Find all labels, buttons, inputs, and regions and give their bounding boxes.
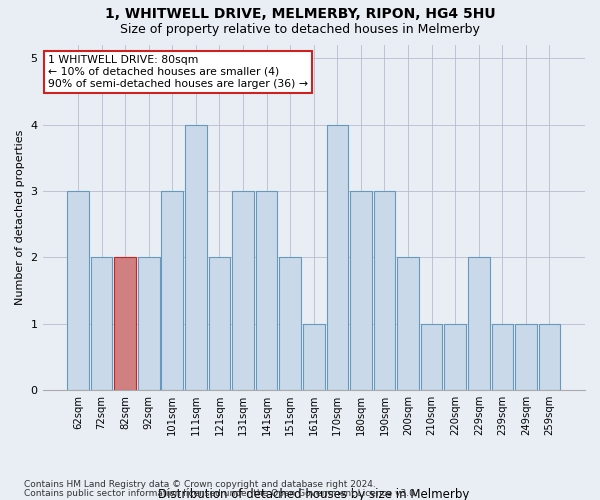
Bar: [91, 258, 112, 390]
Bar: [421, 324, 442, 390]
Bar: [326, 124, 348, 390]
Bar: [468, 258, 490, 390]
Bar: [115, 258, 136, 390]
Bar: [397, 258, 419, 390]
Bar: [185, 124, 207, 390]
Text: Contains HM Land Registry data © Crown copyright and database right 2024.: Contains HM Land Registry data © Crown c…: [24, 480, 376, 489]
Bar: [515, 324, 537, 390]
Text: Size of property relative to detached houses in Melmerby: Size of property relative to detached ho…: [120, 22, 480, 36]
Bar: [232, 191, 254, 390]
Bar: [539, 324, 560, 390]
Text: 1 WHITWELL DRIVE: 80sqm
← 10% of detached houses are smaller (4)
90% of semi-det: 1 WHITWELL DRIVE: 80sqm ← 10% of detache…: [48, 56, 308, 88]
Bar: [67, 191, 89, 390]
Bar: [256, 191, 277, 390]
Bar: [445, 324, 466, 390]
Text: 1, WHITWELL DRIVE, MELMERBY, RIPON, HG4 5HU: 1, WHITWELL DRIVE, MELMERBY, RIPON, HG4 …: [104, 8, 496, 22]
Bar: [374, 191, 395, 390]
Bar: [161, 191, 183, 390]
Bar: [303, 324, 325, 390]
Bar: [209, 258, 230, 390]
Text: Contains public sector information licensed under the Open Government Licence v3: Contains public sector information licen…: [24, 489, 418, 498]
X-axis label: Distribution of detached houses by size in Melmerby: Distribution of detached houses by size …: [158, 488, 469, 500]
Bar: [491, 324, 513, 390]
Y-axis label: Number of detached properties: Number of detached properties: [15, 130, 25, 305]
Bar: [138, 258, 160, 390]
Bar: [280, 258, 301, 390]
Bar: [350, 191, 372, 390]
